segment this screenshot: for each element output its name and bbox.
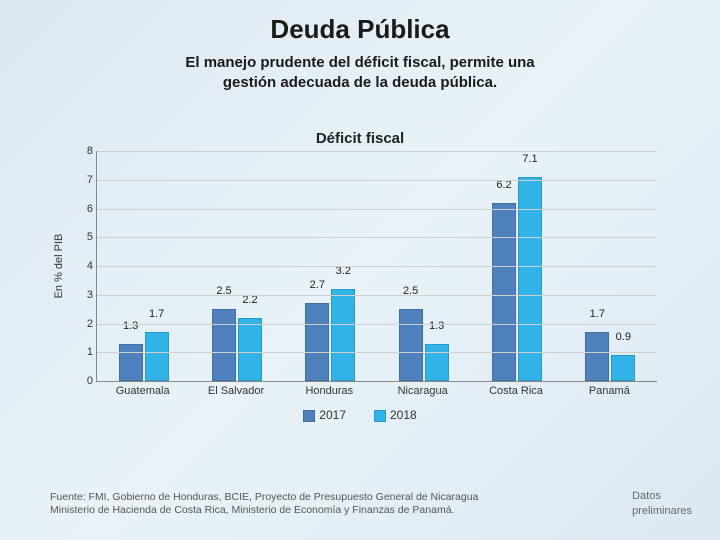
chart-legend-label: 2018 (390, 408, 417, 422)
chart-legend-label: 2017 (319, 408, 346, 422)
chart-bar-value-label: 1.3 (116, 320, 146, 332)
chart-x-ticks: Guatemala El Salvador Honduras Nicaragua Cos… (96, 385, 656, 401)
chart-y-axis-label: En % del PIB (53, 234, 65, 299)
chart-bar-value-label: 1.7 (142, 308, 172, 320)
chart-gridline (97, 324, 657, 325)
source-line-2: Ministerio de Hacienda de Costa Rica, Mi… (50, 504, 454, 516)
page-subtitle: El manejo prudente del déficit fiscal, p… (0, 53, 720, 94)
chart-title: Déficit fiscal (50, 130, 670, 147)
chart-legend-item: 2018 (374, 408, 417, 422)
chart-legend: 2017 2018 (50, 408, 670, 422)
chart-x-tick-label: Panamá (589, 385, 630, 397)
chart-bar (585, 332, 609, 381)
source-line-1: Fuente: FMI, Gobierno de Honduras, BCIE,… (50, 491, 478, 503)
chart-y-tick: 4 (79, 260, 93, 272)
subtitle-line-1: El manejo prudente del déficit fiscal, p… (185, 54, 534, 71)
chart-y-tick: 0 (79, 375, 93, 387)
chart-bar (212, 309, 236, 381)
chart-bar-value-label: 1.7 (582, 308, 612, 320)
note-line-2: preliminares (632, 505, 692, 517)
page-title: Deuda Pública (0, 0, 720, 45)
chart-bar-value-label: 0.9 (608, 331, 638, 343)
chart-gridline (97, 209, 657, 210)
chart-y-tick: 7 (79, 174, 93, 186)
chart-bar (145, 332, 169, 381)
chart-gridline (97, 237, 657, 238)
chart-y-tick: 3 (79, 289, 93, 301)
chart-bar (305, 303, 329, 381)
slide: Deuda Pública El manejo prudente del déf… (0, 0, 720, 540)
note-line-1: Datos (632, 490, 661, 502)
chart-x-tick-label: Honduras (305, 385, 353, 397)
chart-bar (238, 318, 262, 381)
chart-x-tick-label: El Salvador (208, 385, 264, 397)
chart-gridline (97, 295, 657, 296)
chart-bar (518, 177, 542, 381)
chart-container: Déficit fiscal En % del PIB 1.31.72.52.2… (50, 130, 670, 440)
chart-y-tick: 1 (79, 346, 93, 358)
chart-gridline (97, 352, 657, 353)
chart-bar-value-label: 1.3 (422, 320, 452, 332)
chart-source: Fuente: FMI, Gobierno de Honduras, BCIE,… (50, 491, 478, 518)
chart-plot-area: En % del PIB 1.31.72.52.22.73.22.51.36.2… (96, 151, 657, 382)
subtitle-line-2: gestión adecuada de la deuda pública. (223, 74, 497, 91)
chart-x-tick-label: Nicaragua (398, 385, 448, 397)
chart-legend-item: 2017 (303, 408, 346, 422)
chart-bar (331, 289, 355, 381)
chart-y-tick: 5 (79, 231, 93, 243)
chart-bar-value-label: 7.1 (515, 153, 545, 165)
chart-gridline (97, 151, 657, 152)
chart-gridline (97, 266, 657, 267)
chart-bar (119, 344, 143, 381)
chart-y-tick: 6 (79, 203, 93, 215)
chart-legend-swatch (303, 410, 315, 422)
chart-bar (492, 203, 516, 381)
chart-y-tick: 2 (79, 318, 93, 330)
chart-y-tick: 8 (79, 145, 93, 157)
chart-x-tick-label: Guatemala (116, 385, 170, 397)
chart-note: Datos preliminares (632, 489, 692, 518)
chart-bar-value-label: 2.7 (302, 279, 332, 291)
chart-gridline (97, 180, 657, 181)
chart-legend-swatch (374, 410, 386, 422)
chart-bar (425, 344, 449, 381)
chart-bar (399, 309, 423, 381)
chart-x-tick-label: Costa Rica (489, 385, 543, 397)
chart-bar (611, 355, 635, 381)
